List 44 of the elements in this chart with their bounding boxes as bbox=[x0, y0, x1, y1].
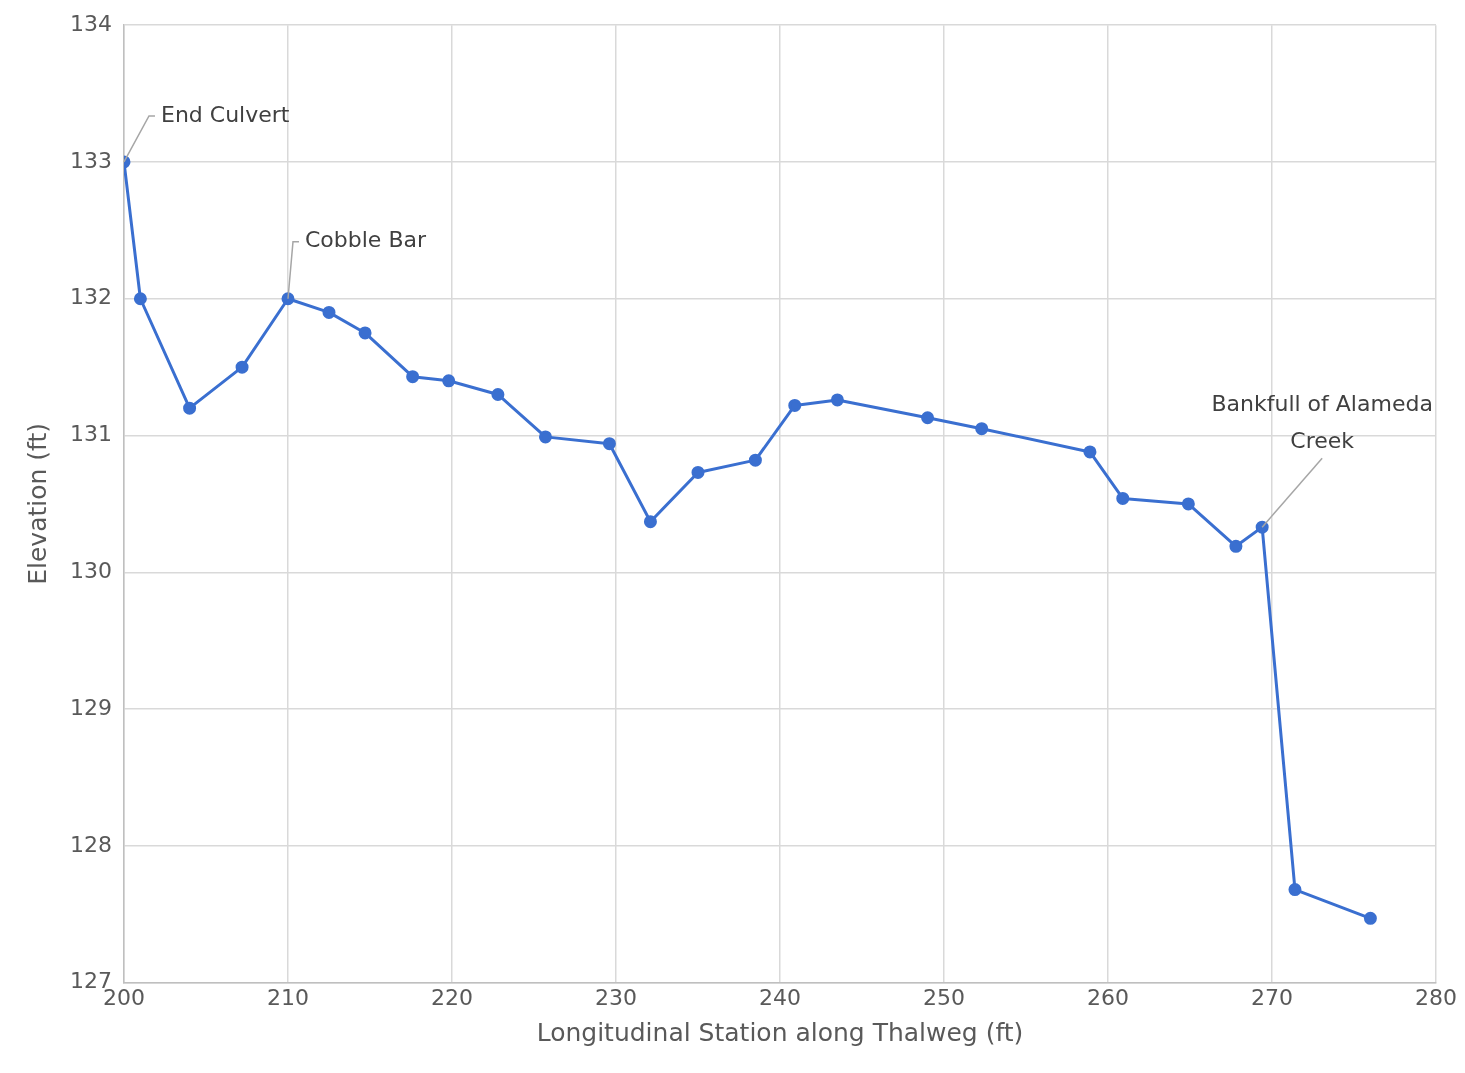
point bbox=[643, 515, 657, 529]
point bbox=[602, 437, 616, 451]
point bbox=[442, 374, 456, 388]
point bbox=[1363, 911, 1377, 925]
point bbox=[830, 393, 844, 407]
x-tick-label: 250 bbox=[923, 984, 965, 1010]
x-tick-label: 270 bbox=[1251, 984, 1293, 1010]
y-tick-label: 134 bbox=[69, 10, 112, 36]
x-tick-label: 280 bbox=[1415, 984, 1457, 1010]
y-tick-label: 131 bbox=[69, 421, 112, 447]
point bbox=[1288, 883, 1302, 897]
annotation: End Culvert bbox=[160, 101, 290, 127]
point bbox=[748, 453, 762, 467]
x-tick-label: 210 bbox=[266, 984, 309, 1010]
x-tick-label: 240 bbox=[759, 984, 801, 1010]
point bbox=[235, 360, 249, 374]
x-tick-label: 260 bbox=[1087, 984, 1129, 1010]
y-tick-label: 129 bbox=[69, 694, 112, 720]
annotation: Cobble Bar bbox=[304, 227, 427, 253]
x-axis-title: Longitudinal Station along Thalweg (ft) bbox=[536, 1017, 1024, 1047]
point bbox=[1255, 520, 1269, 534]
point bbox=[538, 430, 552, 444]
point bbox=[322, 305, 336, 319]
point bbox=[691, 465, 705, 479]
y-tick-label: 132 bbox=[69, 284, 112, 310]
point bbox=[406, 370, 420, 384]
y-tick-label: 128 bbox=[69, 831, 112, 857]
y-tick-label: 133 bbox=[69, 147, 112, 173]
x-tick-label: 220 bbox=[430, 984, 473, 1010]
annotation: Bankfull of Alameda Creek bbox=[1211, 390, 1433, 453]
y-axis-title: Elevation (ft) bbox=[22, 423, 52, 585]
point bbox=[183, 401, 197, 415]
point bbox=[921, 411, 935, 425]
point bbox=[358, 326, 372, 340]
point bbox=[975, 422, 989, 436]
point bbox=[1181, 497, 1195, 511]
point bbox=[1116, 491, 1130, 505]
y-tick-label: 130 bbox=[69, 558, 112, 583]
point bbox=[491, 387, 505, 401]
point bbox=[133, 292, 147, 306]
point bbox=[788, 398, 802, 412]
point bbox=[1229, 539, 1243, 553]
point bbox=[1083, 445, 1097, 459]
x-tick-label: 230 bbox=[594, 984, 637, 1010]
